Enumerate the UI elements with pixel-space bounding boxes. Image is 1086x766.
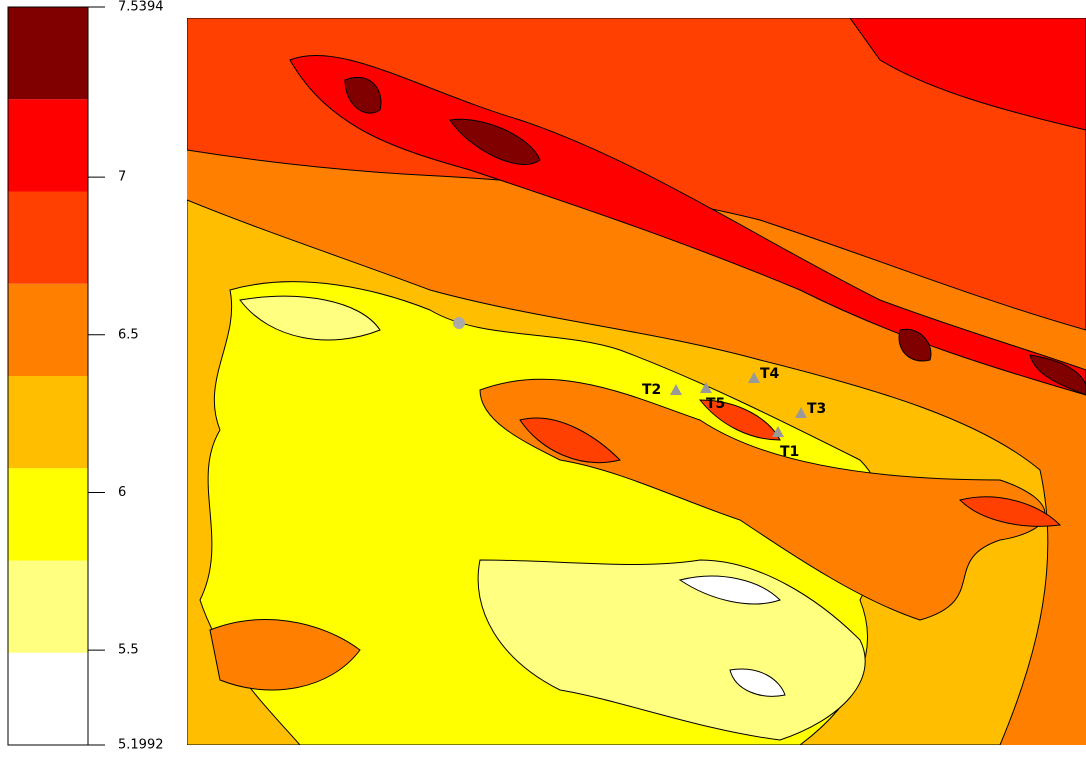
site-label: T1: [780, 444, 799, 460]
site-label: T4: [760, 366, 780, 382]
colorbar-band: [8, 376, 88, 468]
tick-label: 6: [118, 485, 126, 500]
tick-label: 5.5: [118, 643, 139, 658]
site-label: T2: [642, 382, 661, 398]
tick-label: 7: [118, 170, 126, 185]
colorbar-band: [8, 653, 88, 745]
colorbar-band: [8, 192, 88, 284]
contour-map: T1 T2 T3 T4 T5: [187, 18, 1086, 745]
colorbar-band: [8, 284, 88, 376]
figure: 5.1992 5.5 6 6.5 7 7.5394 T1 T2 T3 T4 T5: [0, 0, 1086, 766]
tick-label: 6.5: [118, 327, 139, 342]
colorbar-band: [8, 468, 88, 560]
tick-label: 7.5394: [118, 0, 164, 15]
tick-label: 5.1992: [118, 738, 164, 753]
station-dot: [453, 317, 465, 329]
site-label: T3: [807, 401, 826, 417]
colorbar-band: [8, 560, 88, 652]
colorbar: 5.1992 5.5 6 6.5 7 7.5394: [8, 0, 164, 753]
colorbar-band: [8, 99, 88, 191]
site-label: T5: [706, 396, 725, 412]
colorbar-band: [8, 7, 88, 99]
